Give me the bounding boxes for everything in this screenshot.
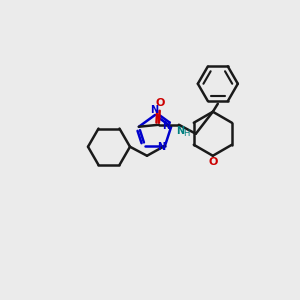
- Text: H: H: [183, 129, 189, 138]
- Text: N: N: [157, 142, 165, 152]
- Text: N: N: [176, 126, 184, 136]
- Text: N: N: [162, 121, 170, 131]
- Text: N: N: [150, 105, 158, 115]
- Text: O: O: [155, 98, 164, 108]
- Text: O: O: [208, 157, 218, 167]
